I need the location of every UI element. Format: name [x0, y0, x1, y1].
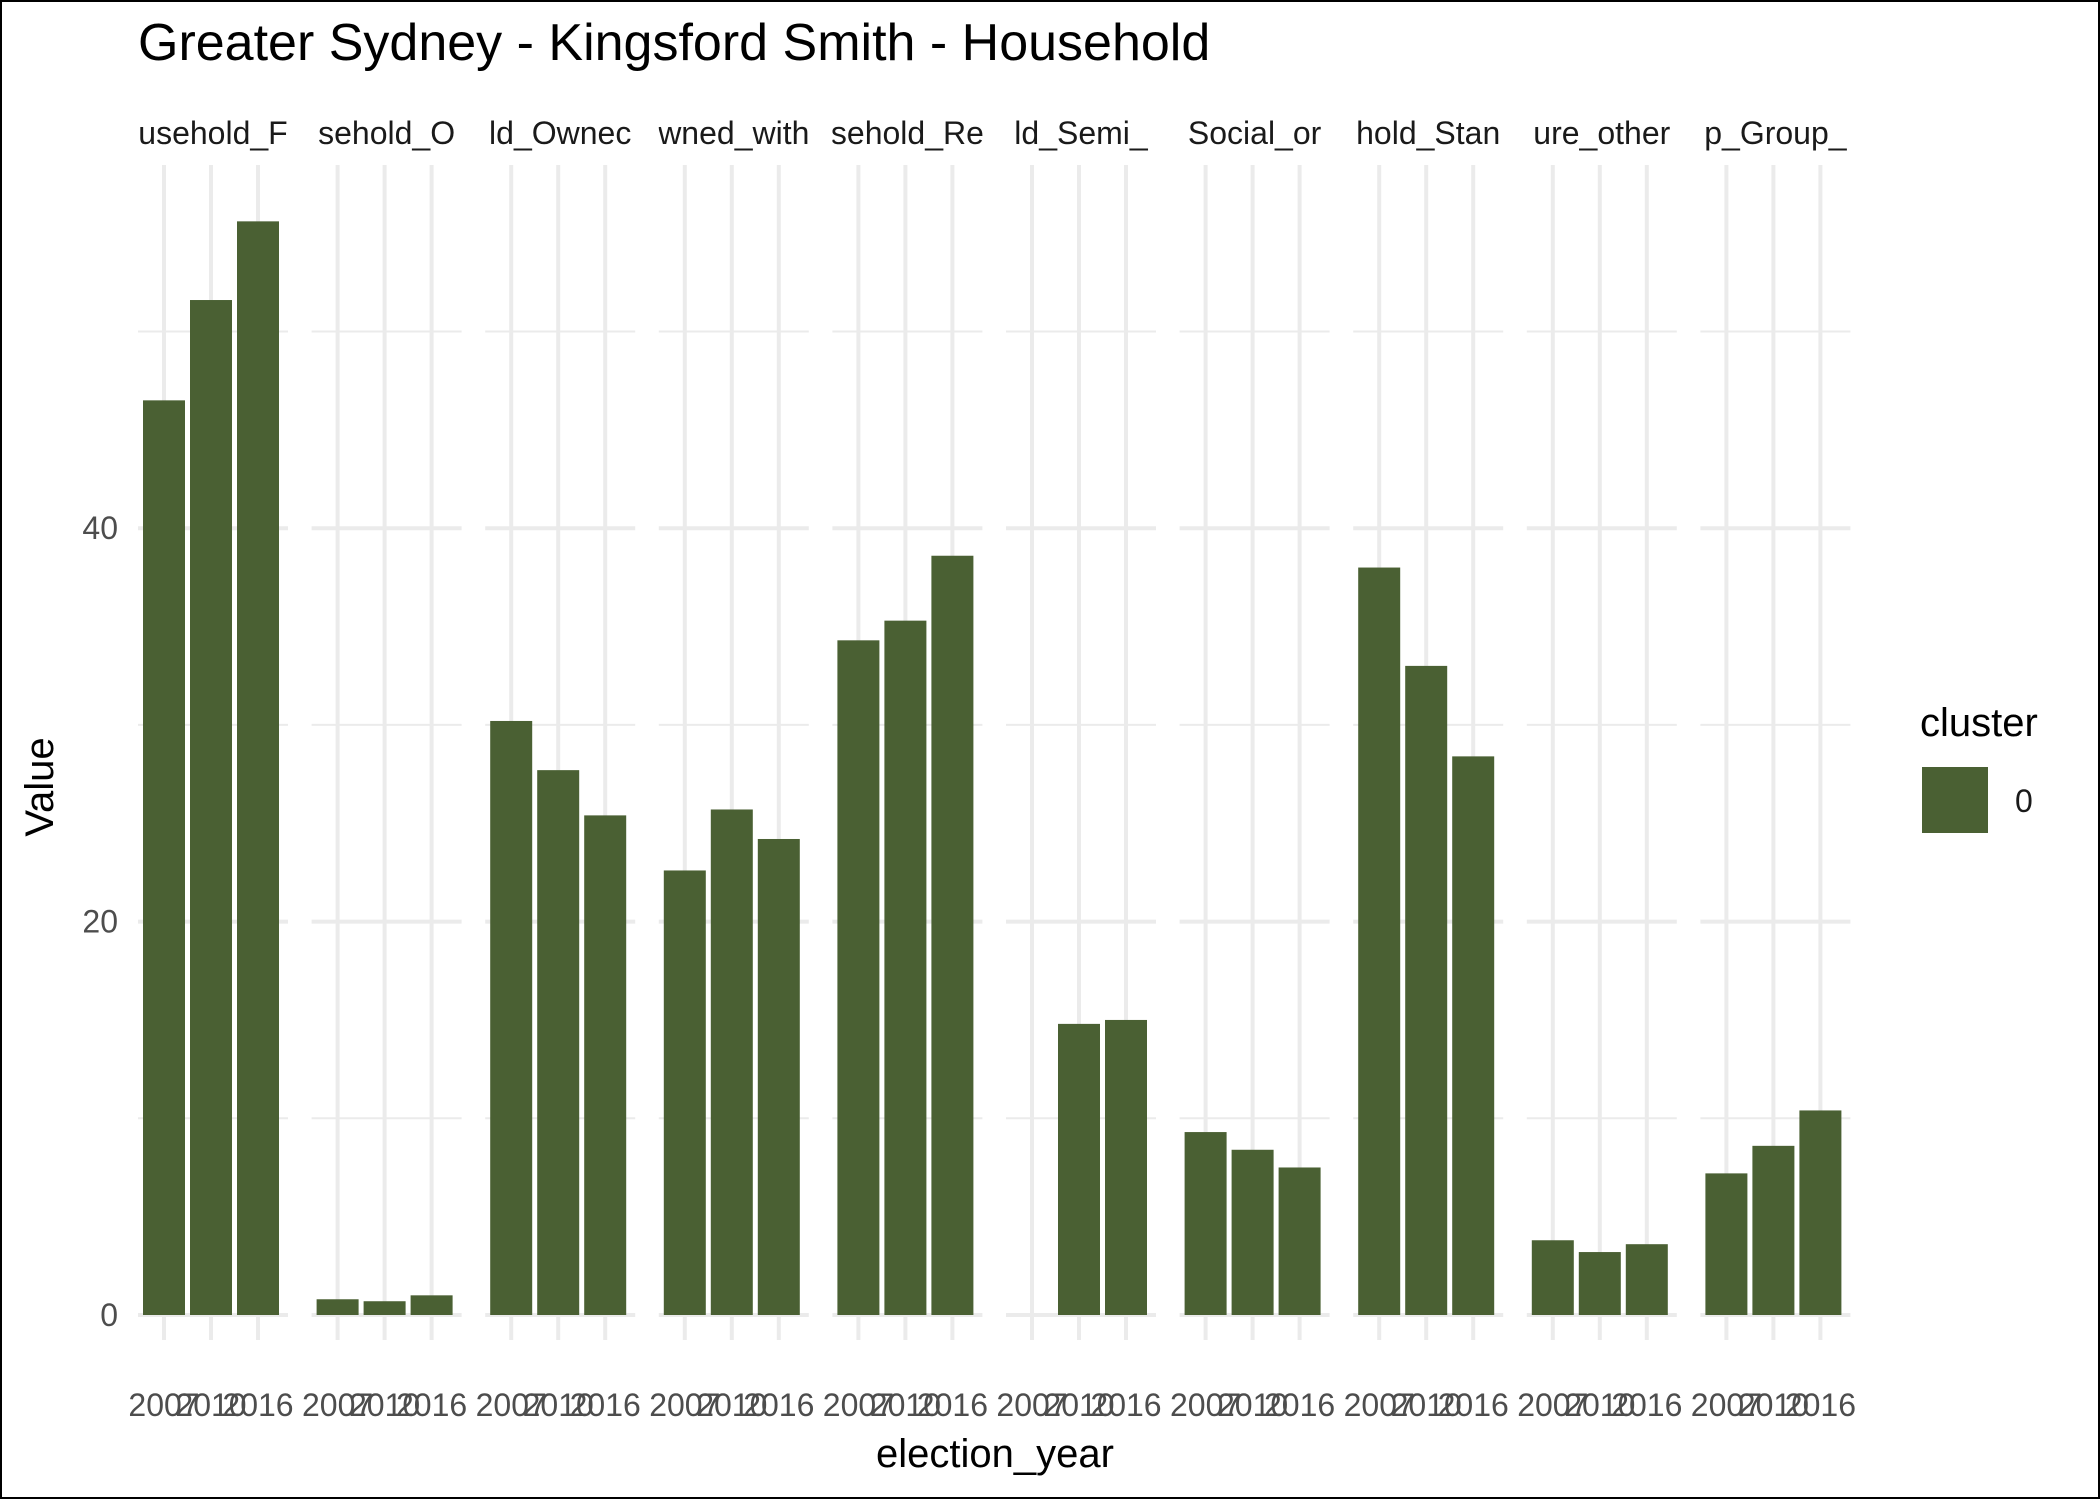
bar [537, 770, 580, 1315]
bar [757, 838, 800, 1315]
x-tick-label: 2010 [523, 1387, 594, 1423]
bar [1531, 1240, 1574, 1315]
bar [663, 870, 706, 1315]
x-tick-label: 2010 [349, 1387, 420, 1423]
x-tick-label: 2010 [1564, 1387, 1635, 1423]
chart-title: Greater Sydney - Kingsford Smith - House… [138, 14, 1210, 72]
bar [410, 1295, 453, 1315]
x-axis-title: election_year [876, 1432, 1114, 1476]
bar [1705, 1173, 1748, 1315]
x-tick-label: 2010 [175, 1387, 246, 1423]
facet-strip-label: p_Group_ [1704, 115, 1848, 151]
facet-strip-label: sehold_O [318, 115, 455, 151]
bar [1231, 1149, 1274, 1315]
bar [1625, 1244, 1668, 1315]
bar [1105, 1019, 1147, 1315]
bar [584, 815, 627, 1315]
bar [884, 620, 927, 1315]
y-axis-title: Value [18, 737, 62, 836]
bar [1405, 665, 1448, 1315]
x-tick-label: 2016 [917, 1387, 988, 1423]
bar [931, 555, 974, 1315]
bar-layer [143, 221, 1842, 1316]
y-tick-layer: 0 20 40 [82, 510, 118, 1333]
x-tick-label: 2016 [1090, 1387, 1161, 1423]
bar [1278, 1167, 1321, 1315]
x-tick-label: 2007 [1691, 1387, 1762, 1423]
y-tick-label: 20 [82, 904, 118, 940]
x-tick-label: 2010 [1738, 1387, 1809, 1423]
facet-strip-label: ld_Semi_ [1014, 115, 1149, 151]
facet-strip-label: sehold_Re [831, 115, 984, 151]
x-tick-label: 2010 [870, 1387, 941, 1423]
x-tick-label: 2016 [1785, 1387, 1856, 1423]
legend-label: 0 [2015, 783, 2033, 819]
legend-title: cluster [1920, 701, 2038, 745]
facet-strip-label: usehold_F [138, 115, 287, 151]
x-tick-label: 2007 [476, 1387, 547, 1423]
bar [837, 640, 880, 1315]
x-tick-label: 2016 [570, 1387, 641, 1423]
facet-strip-label: Social_or [1188, 115, 1322, 151]
x-tick-label: 2007 [649, 1387, 720, 1423]
x-tick-label: 2007 [1344, 1387, 1415, 1423]
x-tick-label: 2016 [1264, 1387, 1335, 1423]
x-tick-label: 2016 [222, 1387, 293, 1423]
bar [316, 1299, 359, 1315]
x-tick-label: 2016 [396, 1387, 467, 1423]
bar [1799, 1110, 1842, 1315]
facet-strip-label: ld_Ownec [489, 115, 631, 151]
y-tick-label: 0 [100, 1297, 118, 1333]
facet-strip-label: wned_with [657, 115, 809, 151]
y-tick-label: 40 [82, 510, 118, 546]
x-tick-label: 2007 [1517, 1387, 1588, 1423]
bar [363, 1301, 406, 1315]
x-tick-label: 2010 [1043, 1387, 1114, 1423]
x-tick-label: 2010 [696, 1387, 767, 1423]
x-tick-label: 2007 [823, 1387, 894, 1423]
bar [710, 809, 753, 1315]
x-tick-label: 2007 [302, 1387, 373, 1423]
facet-strip-label: hold_Stan [1356, 115, 1500, 151]
x-tick-label: 2007 [128, 1387, 199, 1423]
bar [143, 400, 185, 1316]
bar [1358, 567, 1401, 1315]
legend: cluster 0 [1920, 701, 2038, 833]
bar [1184, 1132, 1227, 1315]
x-tick-label: 2010 [1217, 1387, 1288, 1423]
facet-strip-label: ure_other [1533, 115, 1670, 151]
facet-strip-layer: usehold_F sehold_O ld_Ownec wned_with sehold… [138, 115, 1847, 151]
bar [1752, 1145, 1795, 1315]
legend-key-swatch [1922, 767, 1988, 833]
x-tick-label: 2007 [1170, 1387, 1241, 1423]
x-tick-label: 2016 [1611, 1387, 1682, 1423]
bar [1578, 1252, 1621, 1315]
x-tick-label: 2016 [743, 1387, 814, 1423]
x-tick-label: 2010 [1391, 1387, 1462, 1423]
bar [1058, 1023, 1100, 1315]
bar [190, 300, 232, 1315]
bar [237, 221, 279, 1315]
bar [1452, 756, 1495, 1315]
x-tick-label: 2016 [1438, 1387, 1509, 1423]
x-tick-label: 2007 [996, 1387, 1067, 1423]
bar [490, 720, 533, 1315]
